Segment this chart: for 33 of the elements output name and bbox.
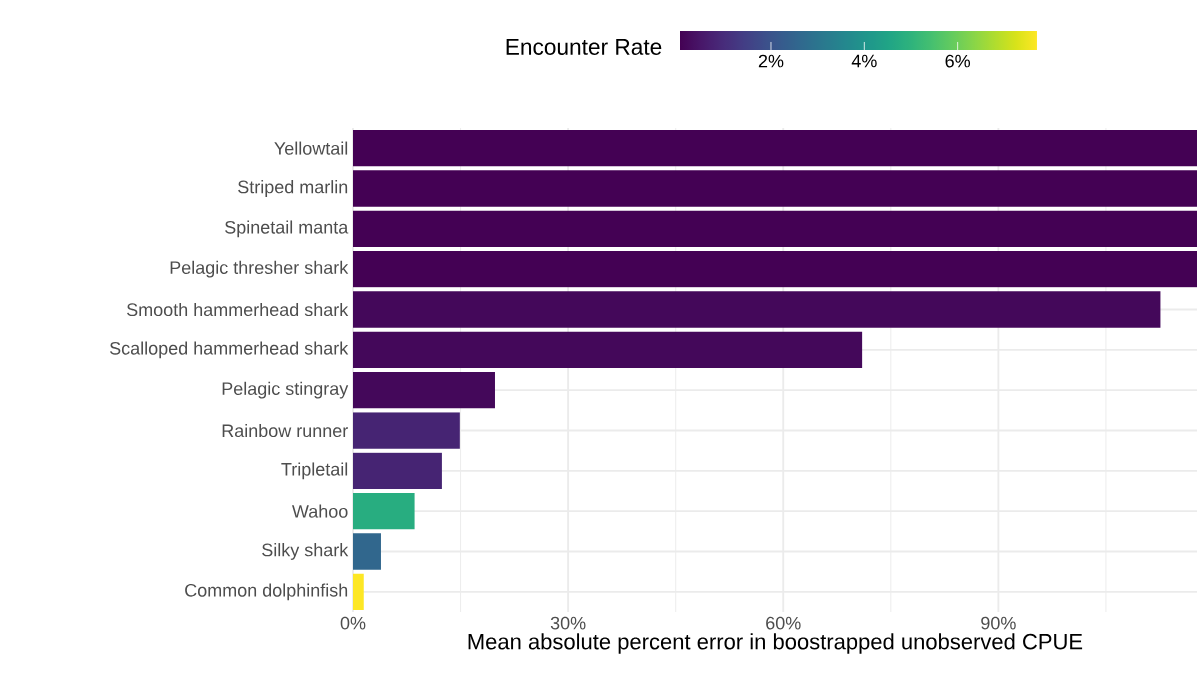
bar — [353, 251, 1197, 288]
color-bar-label: 4% — [851, 54, 877, 68]
y-tick-label: Rainbow runner — [222, 423, 348, 438]
x-tick-label: 30% — [550, 616, 586, 630]
bar — [353, 452, 442, 489]
y-tick-label: Common dolphinfish — [185, 583, 348, 601]
y-tick-label: Yellowtail — [274, 141, 348, 155]
y-tick-label: Silky shark — [262, 543, 349, 560]
bar — [353, 130, 1197, 167]
x-axis-title: Mean absolute percent error in boostrapped unobserved CPUE — [468, 633, 1083, 654]
x-tick-label: 90% — [981, 616, 1016, 630]
y-tick-label: Spinetail manta — [225, 220, 349, 238]
y-tick-label: Wahoo — [292, 504, 348, 518]
y-tick-label: Pelagic stingray — [222, 381, 349, 399]
y-tick-label: Pelagic thresher shark — [170, 260, 349, 278]
bar — [353, 533, 381, 570]
y-tick-label: Striped marlin — [238, 180, 348, 197]
x-tick-label: 0% — [340, 616, 366, 630]
bar — [353, 493, 415, 530]
bar — [353, 372, 495, 409]
color-bar-title: Encounter Rate — [506, 39, 662, 55]
color-bar-label: 2% — [758, 54, 784, 68]
y-tick-label: Scalloped hammerhead shark — [109, 341, 349, 359]
bar — [353, 170, 1197, 207]
bar — [353, 210, 1197, 247]
bar — [353, 291, 1161, 328]
bar — [353, 412, 460, 449]
y-tick-label: Smooth hammerhead shark — [127, 302, 349, 317]
x-tick-label: 60% — [766, 616, 801, 630]
bar — [353, 331, 863, 368]
color-bar-label: 6% — [945, 54, 971, 68]
y-tick-label: Tripletail — [281, 462, 348, 480]
bar — [353, 573, 364, 610]
